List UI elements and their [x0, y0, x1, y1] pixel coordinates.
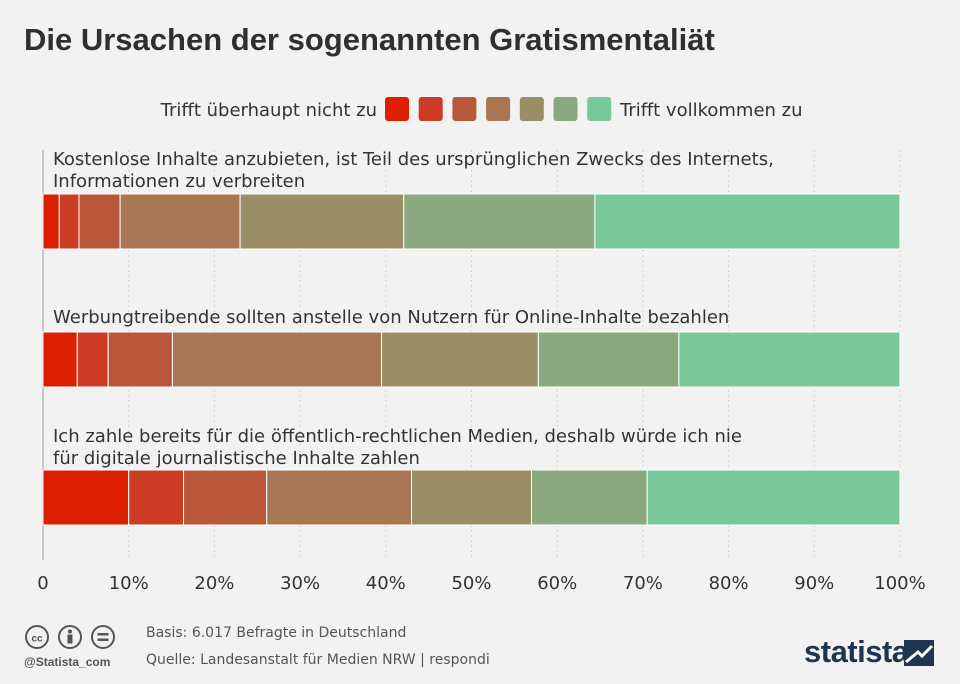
statista-logo-mark	[904, 640, 934, 666]
bar-segment	[58, 193, 80, 250]
bar-segment	[78, 193, 121, 250]
x-tick-label: 50%	[451, 573, 491, 594]
bar-segment	[239, 193, 405, 250]
bar-segment	[381, 331, 539, 388]
attribution-icon	[58, 625, 82, 649]
x-tick-label: 10%	[109, 573, 149, 594]
x-tick-label: 20%	[194, 573, 234, 594]
legend-right-label: Trifft vollkommen zu	[619, 100, 803, 121]
bar-segment	[266, 469, 413, 526]
bar-segment	[403, 193, 596, 250]
creative-commons-icons: cc	[25, 625, 115, 649]
no-derivatives-icon	[91, 625, 115, 649]
bar-segment	[76, 331, 109, 388]
legend-swatch	[486, 97, 511, 121]
bar-segment	[171, 331, 383, 388]
x-tick-label: 100%	[874, 573, 925, 594]
stacked-bar-chart: Trifft überhaupt nicht zu Trifft vollkomm…	[37, 97, 926, 594]
legend-swatch	[519, 97, 544, 121]
bar-segment	[42, 469, 130, 526]
x-tick-label: 60%	[537, 573, 577, 594]
footer-basis: Basis: 6.017 Befragte in Deutschland	[146, 625, 407, 641]
legend-swatch	[418, 97, 443, 121]
category-label: Ich zahle bereits für die öffentlich-rec…	[53, 426, 742, 447]
bar-segment	[646, 469, 901, 526]
bar-segment	[107, 331, 173, 388]
x-tick-label: 0	[37, 573, 48, 594]
x-tick-label: 40%	[366, 573, 406, 594]
category-label: für digitale journalistische Inhalte zah…	[53, 448, 420, 469]
bar-segment	[411, 469, 532, 526]
legend-swatch	[587, 97, 612, 121]
x-tick-label: 80%	[709, 573, 749, 594]
bar-segment	[678, 331, 901, 388]
legend-swatch	[452, 97, 477, 121]
bar-segment	[183, 469, 268, 526]
legend-left-label: Trifft überhaupt nicht zu	[160, 100, 377, 121]
bar-segment	[530, 469, 648, 526]
chart-title: Die Ursachen der sogenannten Gratismenta…	[24, 22, 715, 57]
x-axis-ticks: 0 10% 20% 30% 40% 50% 60% 70% 80% 90% 100%	[37, 573, 925, 594]
x-tick-label: 30%	[280, 573, 320, 594]
category-label: Werbungtreibende sollten anstelle von Nu…	[53, 307, 729, 328]
legend: Trifft überhaupt nicht zu Trifft vollkomm…	[160, 97, 803, 121]
bar-segment	[42, 193, 60, 250]
bar-segment	[537, 331, 680, 388]
category-labels: Kostenlose Inhalte anzubieten, ist Teil …	[53, 149, 774, 469]
cc-icon	[25, 625, 49, 649]
footer-source: Quelle: Landesanstalt für Medien NRW | r…	[146, 652, 490, 668]
statista-handle: @Statista_com	[24, 655, 111, 669]
category-label: Kostenlose Inhalte anzubieten, ist Teil …	[53, 149, 774, 170]
bar-segment	[119, 193, 241, 250]
legend-swatch	[553, 97, 578, 121]
x-tick-label: 70%	[623, 573, 663, 594]
bar-segment	[42, 331, 78, 388]
bar-segment	[128, 469, 185, 526]
legend-swatch	[385, 97, 409, 121]
svg-text:cc: cc	[31, 634, 43, 645]
x-tick-label: 90%	[794, 573, 834, 594]
bar-segment	[594, 193, 901, 250]
bars	[42, 193, 901, 526]
category-label: Informationen zu verbreiten	[53, 171, 305, 192]
statista-logo[interactable]: statista	[804, 634, 909, 669]
